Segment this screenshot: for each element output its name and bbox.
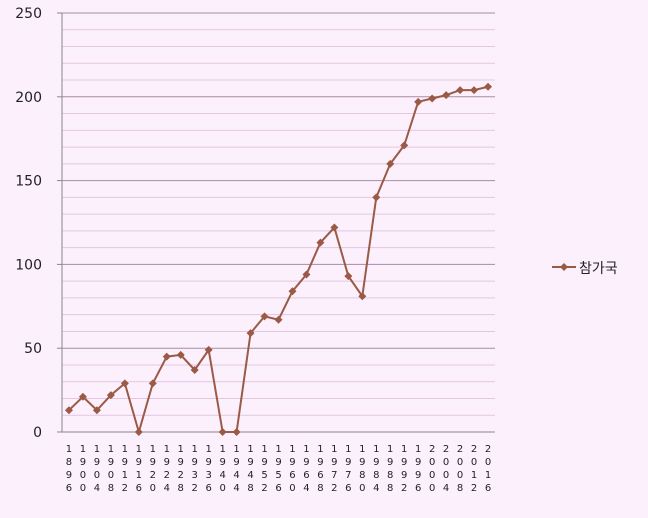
data-point bbox=[218, 428, 227, 436]
data-point bbox=[190, 365, 199, 374]
data-point bbox=[232, 428, 241, 436]
x-tick-label: 1972 bbox=[329, 444, 340, 496]
data-point bbox=[204, 345, 213, 354]
x-tick-label: 1964 bbox=[301, 444, 312, 496]
x-tick-label: 2000 bbox=[427, 444, 438, 496]
data-point bbox=[134, 428, 143, 436]
y-tick-label: 100 bbox=[15, 257, 42, 273]
x-tick-label: 2004 bbox=[441, 444, 452, 496]
data-point bbox=[330, 223, 339, 232]
data-point bbox=[274, 315, 283, 324]
data-point bbox=[358, 292, 367, 301]
x-tick-label: 1908 bbox=[105, 444, 116, 496]
data-point bbox=[344, 272, 353, 281]
y-tick-label: 150 bbox=[15, 174, 42, 190]
data-point bbox=[302, 270, 311, 279]
x-tick-label: 1960 bbox=[287, 444, 298, 496]
x-tick-label: 1896 bbox=[63, 444, 74, 496]
data-point bbox=[246, 329, 255, 338]
x-tick-label: 1904 bbox=[91, 444, 102, 496]
data-point bbox=[120, 379, 129, 388]
x-tick-label: 2012 bbox=[469, 444, 480, 496]
series-line bbox=[68, 85, 489, 436]
x-tick-label: 1980 bbox=[357, 444, 368, 496]
x-tick-label: 1900 bbox=[77, 444, 88, 496]
data-point bbox=[456, 86, 465, 95]
data-point bbox=[162, 352, 171, 361]
x-tick-label: 1936 bbox=[203, 444, 214, 496]
x-tick-label: 1976 bbox=[343, 444, 354, 496]
data-point bbox=[176, 350, 185, 359]
x-tick-label: 1992 bbox=[399, 444, 410, 496]
x-tick-label: 1916 bbox=[133, 444, 144, 496]
data-point bbox=[372, 193, 381, 202]
data-point bbox=[148, 379, 157, 388]
x-tick-label: 1968 bbox=[315, 444, 326, 496]
legend-label: 참가국 bbox=[579, 261, 618, 277]
y-tick-label: 50 bbox=[24, 341, 42, 357]
x-tick-label: 1940 bbox=[217, 444, 228, 496]
x-tick-label: 1932 bbox=[189, 444, 200, 496]
data-point bbox=[92, 406, 101, 415]
x-tick-label: 1956 bbox=[273, 444, 284, 496]
data-point bbox=[316, 238, 325, 247]
y-tick-label: 200 bbox=[15, 90, 42, 106]
y-tick-label: 0 bbox=[33, 425, 42, 441]
data-point bbox=[78, 392, 87, 401]
x-tick-label: 1944 bbox=[231, 444, 242, 496]
data-point bbox=[414, 97, 423, 106]
x-tick-label: 1948 bbox=[245, 444, 256, 496]
y-tick-label: 250 bbox=[15, 6, 42, 22]
x-tick-label: 1928 bbox=[175, 444, 186, 496]
data-point bbox=[64, 406, 73, 415]
data-point bbox=[288, 287, 297, 296]
data-point bbox=[386, 159, 395, 168]
x-tick-label: 1952 bbox=[259, 444, 270, 496]
data-point bbox=[470, 86, 479, 95]
x-tick-label: 1988 bbox=[385, 444, 396, 496]
legend-marker bbox=[560, 263, 568, 271]
x-tick-label: 1920 bbox=[147, 444, 158, 496]
data-point bbox=[260, 312, 269, 321]
x-tick-label: 2008 bbox=[455, 444, 466, 496]
x-tick-label: 1984 bbox=[371, 444, 382, 496]
data-point bbox=[400, 141, 409, 150]
x-tick-label: 1996 bbox=[413, 444, 424, 496]
data-point bbox=[428, 94, 437, 103]
x-tick-label: 1924 bbox=[161, 444, 172, 496]
x-tick-label: 2016 bbox=[483, 444, 494, 496]
x-tick-label: 1912 bbox=[119, 444, 130, 496]
data-point bbox=[484, 82, 493, 91]
data-point bbox=[106, 391, 115, 400]
data-point bbox=[442, 91, 451, 100]
